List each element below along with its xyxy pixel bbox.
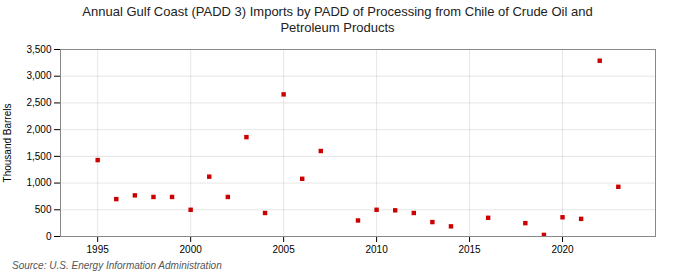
html-text:Annual Gulf Coast (PADD 3) Imp: Annual Gulf Coast (PADD 3) Imports by PA… — [82, 4, 593, 36]
html-text:Source: U.S. Energy Informatio: Source: U.S. Energy Information Administ… — [12, 259, 222, 271]
svg-text:2000: 2000 — [180, 243, 203, 254]
svg-text:0: 0 — [46, 230, 52, 241]
svg-text:3,500: 3,500 — [26, 43, 51, 54]
svg-text:500: 500 — [35, 203, 52, 214]
svg-text:1,000: 1,000 — [26, 177, 51, 188]
svg-text:2,000: 2,000 — [26, 123, 51, 134]
svg-text:2020: 2020 — [551, 243, 574, 254]
svg-text:3,000: 3,000 — [26, 70, 51, 81]
svg-text:2015: 2015 — [458, 243, 481, 254]
svg-text:2005: 2005 — [273, 243, 296, 254]
svg-text:1,500: 1,500 — [26, 150, 51, 161]
svg-text:2,500: 2,500 — [26, 97, 51, 108]
svg-text:Thousand Barrels: Thousand Barrels — [2, 103, 13, 182]
svg-text:2010: 2010 — [365, 243, 388, 254]
svg-text:1995: 1995 — [87, 243, 110, 254]
